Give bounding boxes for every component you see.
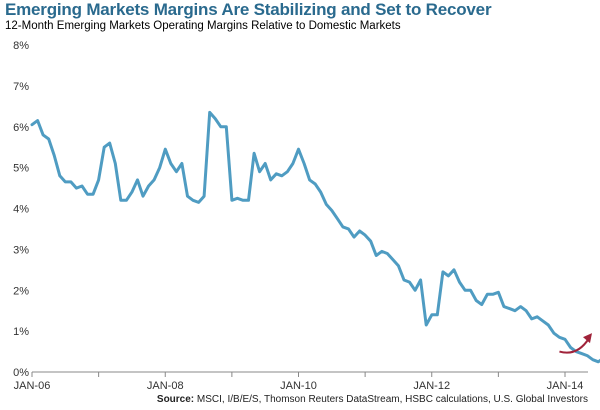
source-note: Source: MSCI, I/B/E/S, Thomson Reuters D… (157, 394, 588, 405)
series-line-em-margins (30, 110, 600, 364)
x-tick-label: JAN-08 (147, 380, 184, 392)
y-tick-label: 5% (13, 163, 29, 175)
source-label: Source: (156, 394, 195, 405)
x-tick-label: JAN-12 (413, 380, 450, 392)
y-tick-label: 3% (13, 244, 29, 256)
y-tick-label: 6% (13, 122, 29, 134)
x-axis: JAN-06 JAN-08 JAN-10 JAN-12 JAN-14 (14, 371, 588, 392)
y-tick-label: 0% (13, 367, 29, 379)
chart-subtitle: 12-Month Emerging Markets Operating Marg… (5, 20, 401, 32)
source-text: MSCI, I/B/E/S, Thomson Reuters DataStrea… (196, 394, 588, 405)
y-tick-label: 7% (13, 81, 29, 93)
y-tick-label: 2% (13, 285, 29, 297)
recovery-arrow-annotation (559, 333, 592, 354)
y-tick-label: 4% (13, 204, 29, 216)
arrow-head-icon (583, 333, 592, 344)
x-tick-label: JAN-14 (547, 380, 584, 392)
y-tick-label: 1% (13, 326, 29, 338)
x-tick-label: JAN-10 (280, 380, 317, 392)
y-axis: 0% 1% 2% 3% 4% 5% 6% 7% 8% (13, 40, 29, 379)
x-tick-label: JAN-06 (14, 380, 51, 392)
y-tick-label: 8% (13, 40, 29, 52)
chart-title: Emerging Markets Margins Are Stabilizing… (5, 0, 492, 19)
arrow-shaft (559, 337, 590, 354)
